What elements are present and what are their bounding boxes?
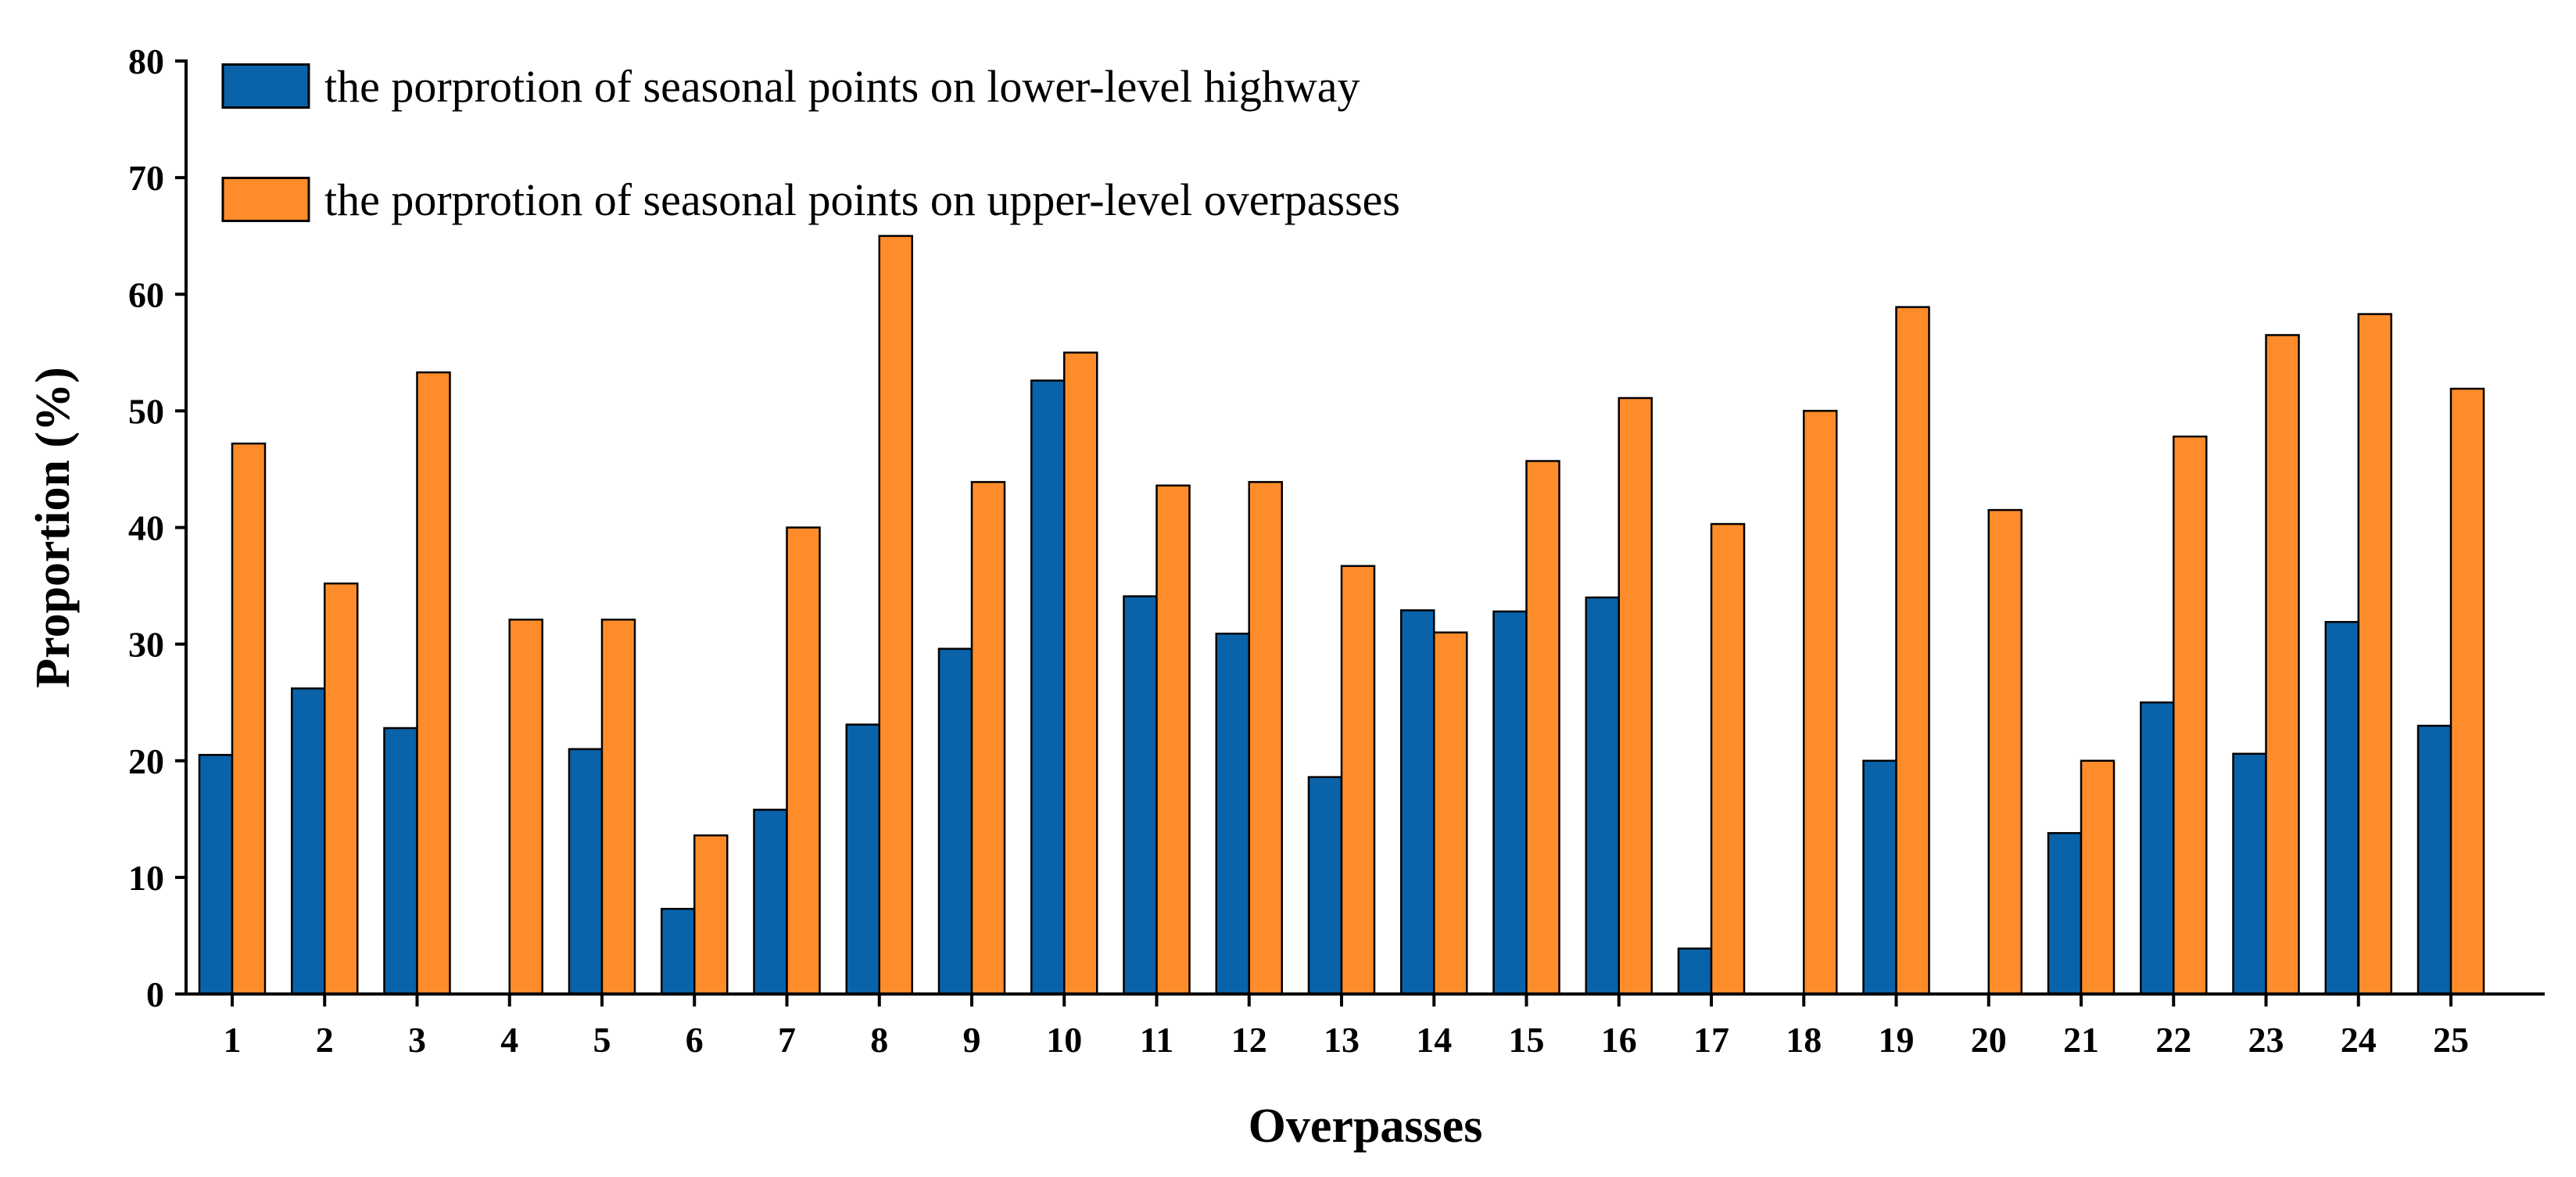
x-tick-label: 5 (593, 1020, 611, 1060)
bar-upper-level-1 (231, 442, 267, 996)
legend-label-lower-level: the porprotion of seasonal points on low… (324, 61, 1360, 112)
bar-upper-level-2 (324, 582, 359, 996)
x-axis-ticks: 1 2 3 4 5 6 7 8 9 10 11 12 13 14 15 16 17 18 19 20 21 22 23 24 2… (224, 994, 2469, 1060)
bar-lower-level-1 (198, 754, 234, 996)
legend: the porprotion of seasonal points on low… (221, 61, 1400, 225)
x-tick-label: 12 (1231, 1020, 1267, 1060)
x-tick-label: 21 (2063, 1020, 2099, 1060)
bar-lower-level-22 (2140, 701, 2175, 996)
bar-upper-level-10 (1063, 351, 1098, 996)
bar-upper-level-14 (1433, 631, 1468, 996)
x-tick-label: 24 (2341, 1020, 2377, 1060)
x-tick-label: 6 (686, 1020, 704, 1060)
x-tick-label: 15 (1509, 1020, 1545, 1060)
x-tick-label: 2 (316, 1020, 334, 1060)
bar-upper-level-6 (693, 834, 729, 996)
x-axis-title: Overpasses (1249, 1100, 1483, 1153)
bar-upper-level-13 (1340, 565, 1376, 996)
bar-lower-level-23 (2232, 752, 2267, 996)
bar-upper-level-20 (1987, 508, 2022, 996)
bar-lower-level-9 (937, 648, 973, 996)
y-tick-label: 20 (128, 741, 164, 781)
bar-lower-level-2 (291, 687, 326, 996)
bar-lower-level-13 (1307, 776, 1343, 996)
bar-lower-level-7 (753, 809, 788, 996)
y-tick-label: 80 (128, 41, 164, 81)
x-tick-label: 25 (2433, 1020, 2469, 1060)
bar-upper-level-25 (2449, 387, 2485, 996)
bar-lower-level-19 (1862, 759, 1897, 996)
legend-label-upper-level: the porprotion of seasonal points on upp… (324, 174, 1400, 225)
x-tick-label: 17 (1693, 1020, 1729, 1060)
y-tick-label: 50 (128, 391, 164, 431)
x-tick-label: 11 (1140, 1020, 1173, 1060)
bar-lower-level-14 (1400, 609, 1435, 996)
bar-upper-level-12 (1248, 481, 1283, 996)
x-tick-label: 10 (1046, 1020, 1082, 1060)
bars-group (198, 235, 2485, 996)
x-tick-label: 3 (408, 1020, 426, 1060)
x-tick-label: 14 (1416, 1020, 1452, 1060)
bar-upper-level-17 (1710, 522, 1746, 996)
bar-upper-level-4 (508, 619, 543, 996)
bar-lower-level-10 (1030, 379, 1066, 996)
bar-lower-level-24 (2324, 621, 2359, 996)
y-tick-label: 10 (128, 858, 164, 898)
y-tick-label: 70 (128, 158, 164, 198)
bar-lower-level-17 (1677, 947, 1713, 996)
x-tick-label: 9 (963, 1020, 981, 1060)
y-axis-title: Proportion (%) (27, 367, 80, 687)
bar-upper-level-24 (2357, 313, 2392, 996)
bar-upper-level-22 (2173, 435, 2208, 996)
bar-upper-level-23 (2265, 334, 2300, 996)
y-tick-label: 30 (128, 625, 164, 665)
bar-upper-level-7 (786, 526, 821, 996)
bar-upper-level-16 (1618, 397, 1653, 996)
bar-lower-level-15 (1492, 610, 1528, 996)
legend-swatch-lower-level (221, 63, 310, 109)
bar-upper-level-21 (2080, 759, 2116, 996)
y-tick-label: 0 (146, 974, 164, 1014)
x-tick-label: 22 (2155, 1020, 2191, 1060)
y-tick-label: 60 (128, 275, 164, 314)
x-tick-label: 4 (500, 1020, 518, 1060)
legend-swatch-upper-level (221, 177, 310, 222)
bar-lower-level-21 (2047, 831, 2083, 996)
bar-lower-level-6 (661, 907, 696, 996)
x-tick-label: 16 (1601, 1020, 1637, 1060)
x-tick-label: 1 (224, 1020, 242, 1060)
y-axis-ticks: 0 10 20 30 40 50 60 70 80 (128, 41, 186, 1014)
bar-upper-level-15 (1525, 460, 1560, 996)
x-tick-label: 19 (1879, 1020, 1915, 1060)
bar-upper-level-11 (1155, 484, 1191, 996)
bar-lower-level-16 (1585, 596, 1620, 996)
bar-lower-level-8 (845, 723, 880, 996)
x-tick-label: 18 (1786, 1020, 1822, 1060)
bar-upper-level-19 (1895, 306, 1930, 996)
bar-upper-level-8 (878, 235, 913, 996)
bar-upper-level-9 (970, 481, 1006, 996)
y-tick-label: 40 (128, 508, 164, 548)
x-tick-label: 23 (2248, 1020, 2284, 1060)
bar-lower-level-25 (2417, 724, 2452, 996)
x-tick-label: 20 (1971, 1020, 2007, 1060)
x-tick-label: 13 (1324, 1020, 1360, 1060)
bar-lower-level-11 (1123, 595, 1158, 996)
x-tick-label: 8 (870, 1020, 888, 1060)
x-tick-label: 7 (778, 1020, 796, 1060)
bar-upper-level-18 (1803, 410, 1838, 996)
bar-upper-level-3 (416, 371, 451, 996)
bar-upper-level-5 (600, 619, 636, 996)
bar-lower-level-12 (1215, 632, 1250, 996)
bar-lower-level-3 (383, 727, 418, 996)
bar-lower-level-5 (568, 748, 604, 996)
